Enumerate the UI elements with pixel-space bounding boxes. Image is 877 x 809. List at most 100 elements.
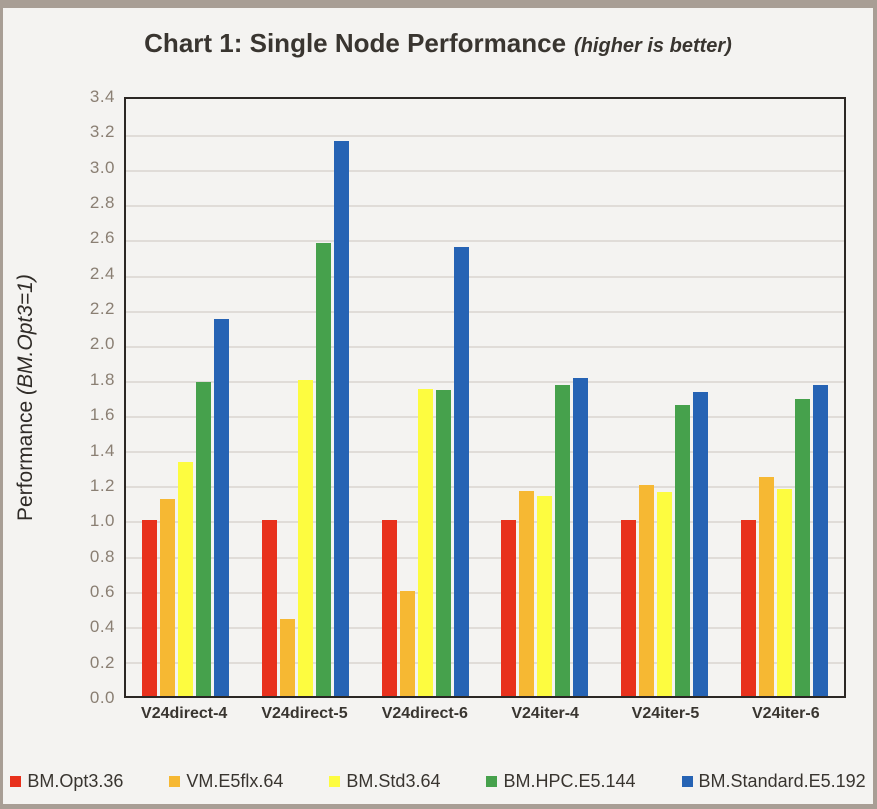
bar-BM.Standard.E5.192-V24direct-4 <box>214 318 230 696</box>
gridline <box>126 486 844 489</box>
bar-BM.Std3.64-V24iter-4 <box>537 495 553 696</box>
gridline <box>126 661 844 664</box>
bar-BM.Std3.64-V24iter-6 <box>776 488 792 696</box>
legend-item-BM.Opt3.36: BM.Opt3.36 <box>10 771 123 792</box>
bar-BM.Opt3.36-V24iter-5 <box>621 520 637 696</box>
legend-item-BM.HPC.E5.144: BM.HPC.E5.144 <box>486 771 636 792</box>
bar-VM.E5flx.64-V24iter-4 <box>519 490 535 696</box>
x-label-V24iter-6: V24iter-6 <box>752 705 820 722</box>
bar-group-V24iter-4 <box>485 99 605 696</box>
bar-BM.Std3.64-V24direct-4 <box>178 462 194 696</box>
bar-BM.HPC.E5.144-V24direct-5 <box>316 242 331 696</box>
x-label-V24iter-4: V24iter-4 <box>511 705 579 722</box>
bar-BM.Opt3.36-V24direct-6 <box>381 520 397 696</box>
y-tick-label: 1.8 <box>89 369 115 389</box>
bar-BM.HPC.E5.144-V24direct-4 <box>196 381 212 696</box>
bar-BM.Opt3.36-V24iter-6 <box>740 520 756 696</box>
y-tick-label: 2.6 <box>89 228 115 248</box>
bar-VM.E5flx.64-V24direct-5 <box>280 618 295 696</box>
bar-groups <box>126 99 844 696</box>
bar-BM.Standard.E5.192-V24direct-6 <box>453 246 469 696</box>
y-tick-label: 0.8 <box>89 546 115 566</box>
bar-group-V24direct-5 <box>246 99 366 696</box>
legend-item-BM.Std3.64: BM.Std3.64 <box>329 771 440 792</box>
y-tick-label: 3.4 <box>89 87 115 106</box>
y-tick-label: 2.2 <box>89 299 115 319</box>
bar-group-V24direct-6 <box>365 99 485 696</box>
legend: BM.Opt3.36 VM.E5flx.64 BM.Std3.64 BM.HPC.E5… <box>3 771 873 792</box>
gridline <box>126 521 844 524</box>
gridline <box>126 170 844 173</box>
bar-BM.Standard.E5.192-V24direct-5 <box>334 141 349 696</box>
gridline <box>126 310 844 313</box>
y-axis-tick-labels: 0.0 0.2 0.4 0.6 0.8 1.0 1.2 1.4 1.6 1.8 2.0 2.2 2.4 2… <box>3 87 115 707</box>
y-tick-label: 3.0 <box>89 157 115 177</box>
legend-swatch-icon <box>681 776 693 787</box>
gridline <box>126 380 844 383</box>
gridline <box>126 135 844 138</box>
y-tick-label: 0.4 <box>89 617 115 637</box>
bar-BM.Opt3.36-V24iter-4 <box>501 520 517 696</box>
legend-item-VM.E5flx.64: VM.E5flx.64 <box>169 771 283 792</box>
bar-VM.E5flx.64-V24iter-5 <box>639 485 655 696</box>
legend-swatch-icon <box>10 776 22 787</box>
gridline <box>126 556 844 559</box>
y-tick-label: 1.6 <box>89 405 115 425</box>
chart-title-main: Chart 1: Single Node Performance <box>144 28 567 58</box>
y-tick-label: 0.6 <box>89 581 115 601</box>
legend-label: BM.Opt3.36 <box>27 771 124 791</box>
bar-BM.HPC.E5.144-V24iter-5 <box>675 404 691 696</box>
legend-swatch-icon <box>486 776 498 787</box>
bar-BM.HPC.E5.144-V24iter-4 <box>555 385 571 696</box>
y-tick-label: 0.0 <box>89 688 115 707</box>
bar-BM.Std3.64-V24iter-5 <box>657 492 673 696</box>
x-label-V24direct-4: V24direct-4 <box>141 705 228 722</box>
bar-BM.HPC.E5.144-V24direct-6 <box>435 390 451 696</box>
gridline <box>126 626 844 629</box>
bar-BM.Opt3.36-V24direct-5 <box>262 520 277 696</box>
bar-group-V24direct-4 <box>126 99 246 696</box>
bar-BM.HPC.E5.144-V24iter-6 <box>794 399 810 696</box>
bar-BM.Standard.E5.192-V24iter-6 <box>812 385 828 696</box>
legend-item-BM.Standard.E5.192: BM.Standard.E5.192 <box>681 771 866 792</box>
gridline <box>126 416 844 419</box>
bar-VM.E5flx.64-V24iter-6 <box>758 476 774 696</box>
bar-group-V24iter-5 <box>605 99 725 696</box>
legend-swatch-icon <box>329 776 341 787</box>
bar-BM.Std3.64-V24direct-5 <box>298 379 313 696</box>
gridline <box>126 205 844 208</box>
y-tick-label: 2.0 <box>89 334 115 354</box>
y-tick-label: 1.4 <box>89 440 115 460</box>
chart-title: Chart 1: Single Node Performance (higher … <box>3 28 873 59</box>
x-label-V24direct-6: V24direct-6 <box>381 705 468 722</box>
legend-label: BM.Std3.64 <box>346 771 441 791</box>
bar-BM.Opt3.36-V24direct-4 <box>142 520 158 696</box>
bar-BM.Standard.E5.192-V24iter-5 <box>693 392 709 696</box>
plot-area <box>124 97 846 698</box>
y-tick-label: 0.2 <box>89 652 115 672</box>
y-tick-label: 1.2 <box>89 475 115 495</box>
legend-label: BM.HPC.E5.144 <box>503 771 636 791</box>
bar-VM.E5flx.64-V24direct-4 <box>160 499 176 696</box>
y-tick-label: 1.0 <box>89 511 115 531</box>
legend-label: VM.E5flx.64 <box>186 771 284 791</box>
chart-title-note: (higher is better) <box>574 35 732 57</box>
gridline <box>126 591 844 594</box>
bar-BM.Standard.E5.192-V24iter-4 <box>573 378 589 696</box>
legend-swatch-icon <box>169 776 181 787</box>
x-label-V24direct-5: V24direct-5 <box>261 705 348 722</box>
bar-group-V24iter-6 <box>724 99 844 696</box>
x-axis-category-labels: V24direct-4 V24direct-5 V24direct-6 V24iter… <box>124 705 846 723</box>
gridline <box>126 275 844 278</box>
gridline <box>126 345 844 348</box>
gridline <box>126 451 844 454</box>
legend-label: BM.Standard.E5.192 <box>698 771 866 791</box>
y-tick-label: 3.2 <box>89 122 115 142</box>
y-tick-label: 2.4 <box>89 263 115 283</box>
gridline <box>126 240 844 243</box>
y-tick-label: 2.8 <box>89 193 115 213</box>
bar-BM.Std3.64-V24direct-6 <box>417 388 433 696</box>
x-label-V24iter-5: V24iter-5 <box>631 705 700 722</box>
bar-VM.E5flx.64-V24direct-6 <box>399 590 415 696</box>
